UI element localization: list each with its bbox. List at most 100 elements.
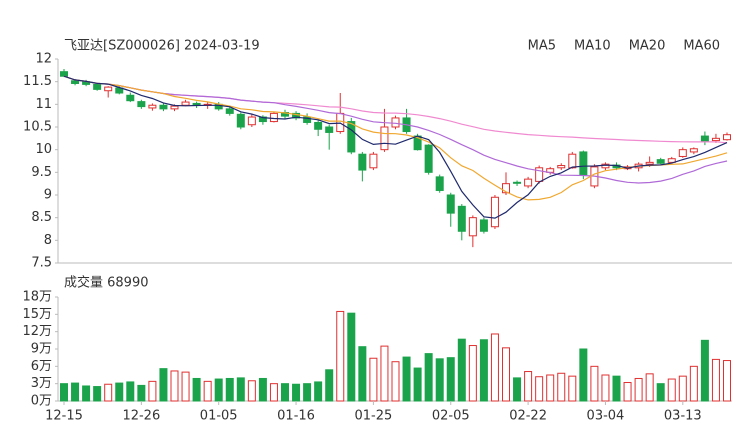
legend-entry: MA5 xyxy=(528,39,556,54)
candle-body xyxy=(468,217,477,237)
volume-bar xyxy=(225,377,234,402)
volume-bar xyxy=(535,376,544,402)
y-tick-label: 12 xyxy=(35,52,52,67)
y-tick-label: 8.5 xyxy=(31,210,52,225)
candle-body xyxy=(457,205,466,232)
candle-body xyxy=(247,116,256,126)
candle-body xyxy=(225,108,234,114)
candle-body xyxy=(336,112,345,133)
candle-body xyxy=(645,161,654,165)
candle-body xyxy=(236,113,245,128)
candle-body xyxy=(579,151,588,176)
volume-bar xyxy=(656,383,665,402)
y-tick-label: 9.5 xyxy=(31,165,52,180)
x-tick-label: 01-25 xyxy=(355,409,393,424)
candle-body xyxy=(104,86,113,92)
ma-line xyxy=(63,75,728,219)
ma-line xyxy=(63,75,728,184)
volume-bar xyxy=(568,375,577,402)
ma-line xyxy=(63,75,728,201)
y-tick-label: 7.5 xyxy=(31,256,52,271)
candle-body xyxy=(490,196,499,228)
legend-entry: MA20 xyxy=(629,39,666,54)
x-tick-label: 01-16 xyxy=(277,409,315,424)
volume-bar xyxy=(579,348,588,402)
volume-bar xyxy=(402,356,411,402)
candle-body xyxy=(269,112,278,123)
x-tick-label: 03-13 xyxy=(664,409,702,424)
candle-body xyxy=(126,94,135,102)
candle-body xyxy=(325,126,334,133)
volume-bar xyxy=(192,377,201,402)
x-tick-label: 12-26 xyxy=(122,409,160,424)
volume-bar xyxy=(148,380,157,402)
y-tick-label: 10.5 xyxy=(23,120,52,135)
volume-bar xyxy=(303,383,312,402)
volume-bar xyxy=(424,353,433,402)
volume-bar xyxy=(104,383,113,402)
candle-body xyxy=(711,137,720,142)
volume-bar xyxy=(723,360,731,402)
volume-bar xyxy=(137,384,146,402)
y-tick-label: 18万 xyxy=(22,290,52,305)
candle-body xyxy=(159,104,168,110)
y-tick-label: 15万 xyxy=(22,307,52,322)
volume-bar xyxy=(358,346,367,402)
candle-body xyxy=(347,121,356,153)
volume-bar xyxy=(502,347,510,402)
candle-body xyxy=(148,104,157,109)
volume-bar xyxy=(435,358,444,402)
volume-bar xyxy=(700,339,709,402)
candle-body xyxy=(292,112,301,119)
volume-bar xyxy=(292,383,301,402)
candle-body xyxy=(656,159,665,164)
volume-bar xyxy=(115,382,124,402)
candle-body xyxy=(303,116,312,123)
candle-body xyxy=(502,183,510,194)
volume-bar xyxy=(391,361,400,402)
x-tick-label: 12-15 xyxy=(45,409,83,424)
candle-body xyxy=(391,117,400,128)
volume-bar xyxy=(314,381,323,402)
volume-bar xyxy=(159,368,168,402)
volume-bar xyxy=(601,374,610,402)
volume-bar xyxy=(93,386,102,402)
volume-bar xyxy=(546,374,555,402)
candle-body xyxy=(424,144,433,173)
volume-bar xyxy=(513,377,522,402)
volume-bar xyxy=(479,339,488,402)
volume-bar xyxy=(612,375,621,402)
y-tick-label: 9 xyxy=(44,188,52,203)
x-tick-label: 01-05 xyxy=(200,409,238,424)
volume-bar xyxy=(413,367,422,402)
legend-entry: MA10 xyxy=(574,39,611,54)
volume-bar xyxy=(524,371,533,402)
candle-body xyxy=(513,181,522,184)
y-tick-label: 10 xyxy=(35,142,52,157)
volume-bar xyxy=(369,357,378,402)
volume-bar xyxy=(170,370,179,402)
candle-body xyxy=(380,126,389,151)
volume-bar xyxy=(214,378,223,402)
y-tick-label: 8 xyxy=(44,233,52,248)
volume-bar xyxy=(457,338,466,402)
candle-body xyxy=(446,194,455,214)
candle-body xyxy=(71,80,80,84)
volume-bar xyxy=(325,369,334,402)
y-tick-label: 6万 xyxy=(31,359,52,374)
volume-bar xyxy=(468,345,477,402)
y-tick-label: 9万 xyxy=(31,342,52,357)
candle-body xyxy=(137,101,146,108)
y-tick-label: 3万 xyxy=(31,376,52,391)
candle-body xyxy=(435,176,444,191)
volume-bar xyxy=(590,365,599,402)
volume-title: 成交量 68990 xyxy=(64,275,149,291)
candle-body xyxy=(60,71,68,77)
volume-bar xyxy=(667,378,676,402)
candle-body xyxy=(479,219,488,232)
candle-body xyxy=(314,121,323,130)
volume-bar xyxy=(203,380,212,402)
candle-body xyxy=(723,134,731,141)
y-tick-label: 11 xyxy=(35,97,52,112)
volume-bar xyxy=(711,358,720,402)
